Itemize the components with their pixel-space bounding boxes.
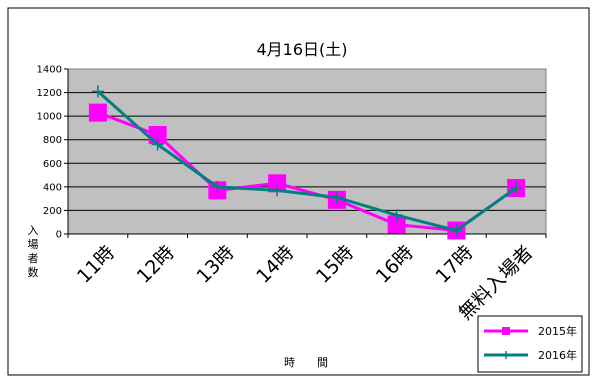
- y-tick-label: 0: [56, 230, 62, 241]
- series-line: [96, 90, 517, 233]
- legend-label: 2016年: [538, 348, 577, 362]
- y-tick-label: 1000: [37, 112, 62, 123]
- y-tick-label: 200: [43, 206, 62, 217]
- y-axis-ticks: 0 200 400 600 800 1000 1200 1400: [37, 65, 546, 241]
- grid-lines: [68, 92, 546, 211]
- legend-marker: [502, 327, 510, 335]
- y-tick-label: 600: [43, 159, 62, 170]
- y-tick-label: 800: [43, 135, 62, 146]
- data-point: [387, 215, 406, 234]
- series-layer: [88, 85, 526, 240]
- legend-box: [477, 315, 583, 373]
- legend-label: 2015年: [538, 324, 577, 338]
- y-tick-label: 400: [43, 182, 62, 193]
- y-tick-label: 1400: [37, 65, 62, 76]
- y-axis-label: 入場者数: [28, 224, 39, 279]
- chart-title: 4月16日(土): [256, 40, 347, 59]
- legend: 2015年 2016年: [477, 315, 583, 373]
- y-tick-label: 1200: [37, 88, 62, 99]
- x-axis-label: 時 間: [284, 356, 328, 369]
- series-line: [97, 111, 517, 233]
- plot-area: [67, 68, 547, 235]
- data-point: [88, 103, 107, 122]
- data-point: [268, 174, 287, 193]
